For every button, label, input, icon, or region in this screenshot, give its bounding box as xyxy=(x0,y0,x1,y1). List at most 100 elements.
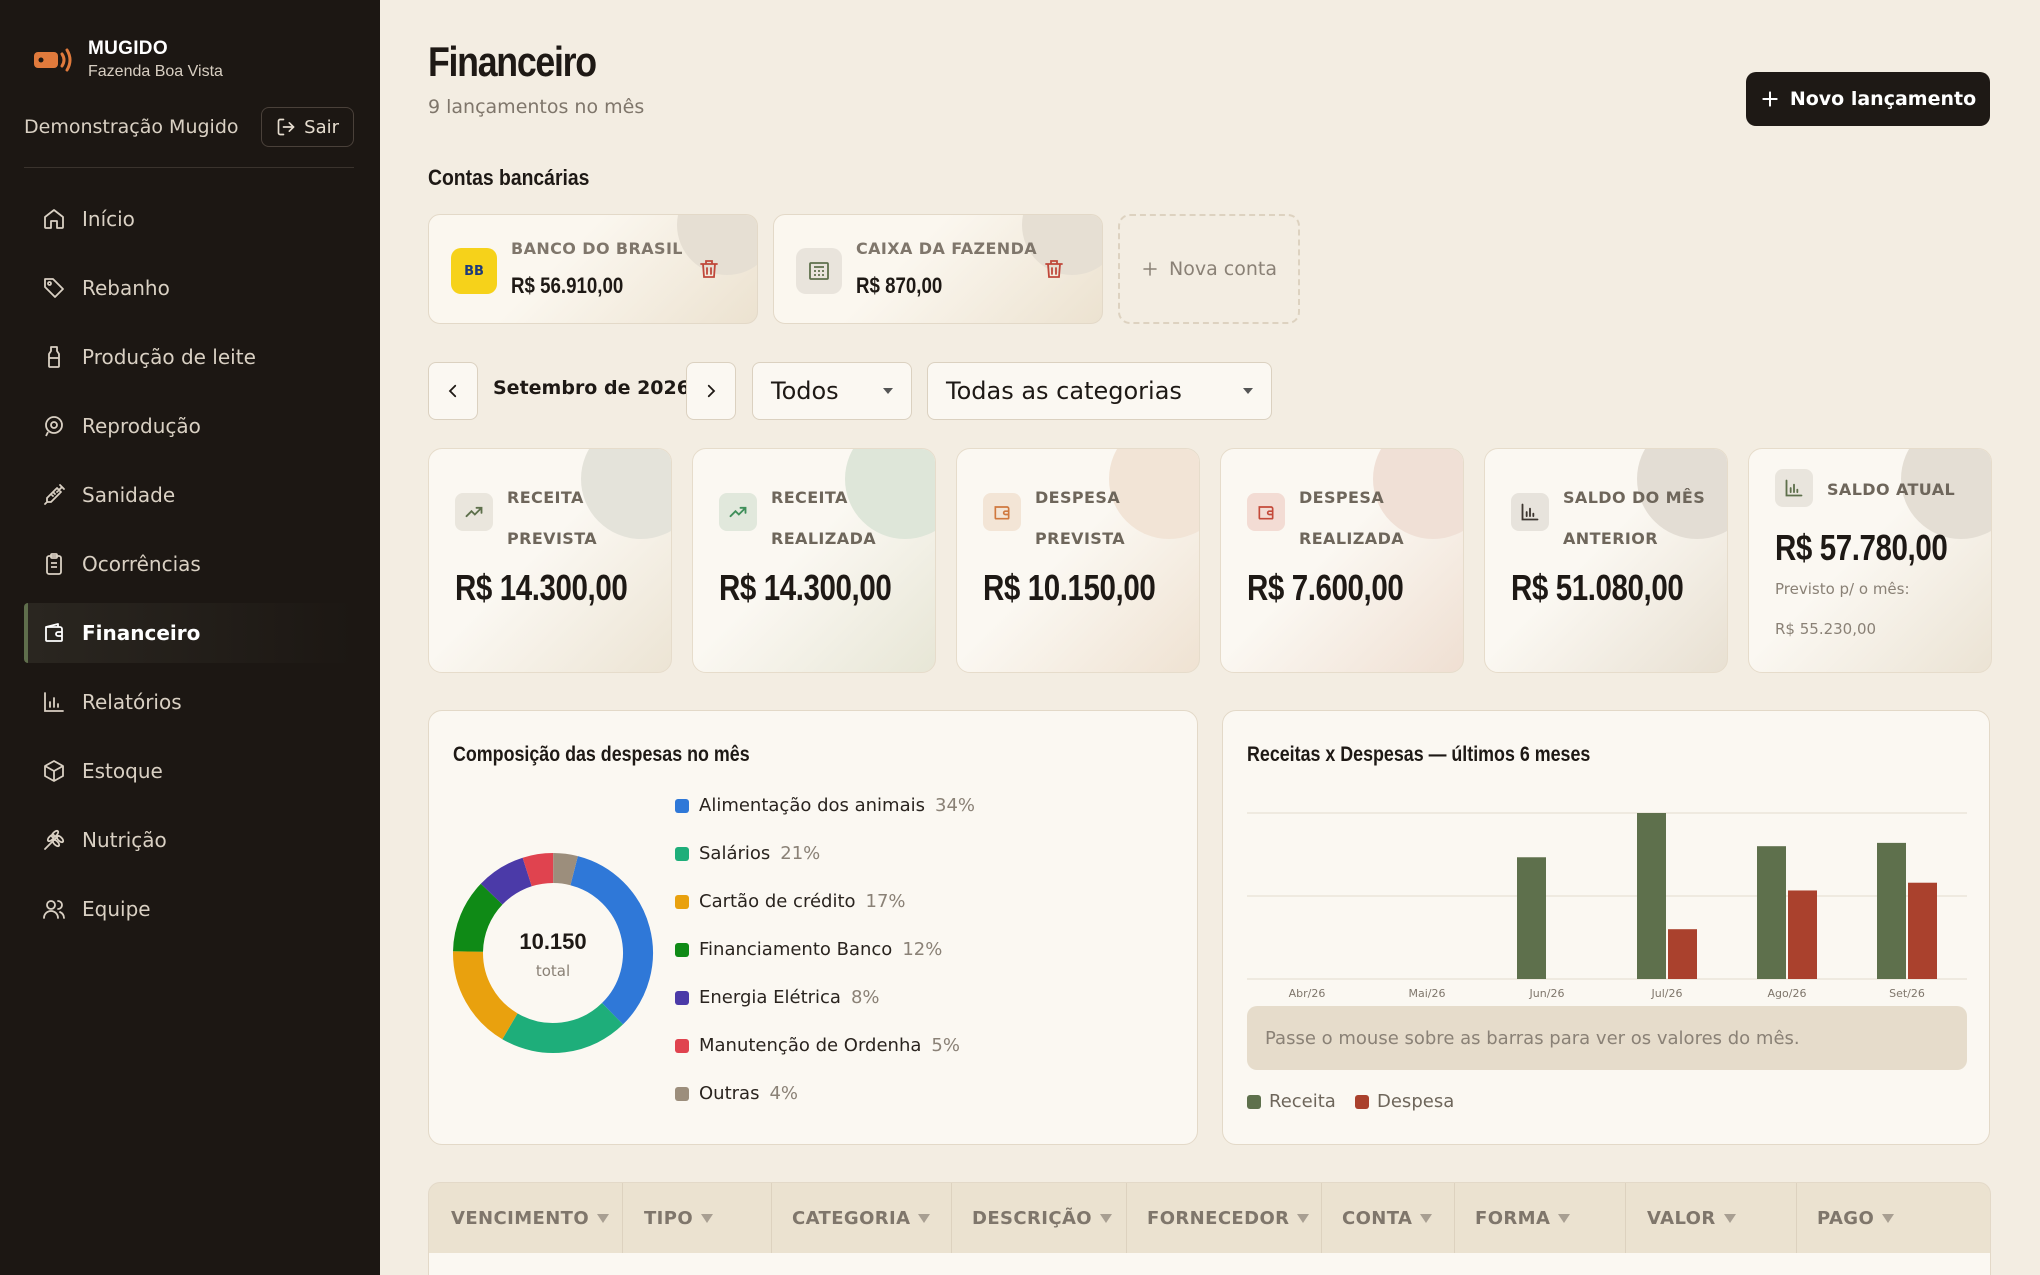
x-tick-label: Jul/26 xyxy=(1651,987,1683,1000)
nav-item-sanidade[interactable]: Sanidade xyxy=(24,465,354,525)
nav-item-equipe[interactable]: Equipe xyxy=(24,879,354,939)
brand[interactable]: MUGIDO Fazenda Boa Vista xyxy=(32,38,223,81)
new-entry-button[interactable]: Novo lançamento xyxy=(1746,72,1990,126)
sort-icon xyxy=(597,1214,610,1223)
wallet-icon xyxy=(45,623,63,642)
legend-swatch xyxy=(1355,1094,1369,1109)
legend-swatch xyxy=(675,990,689,1005)
nav-item-estoque[interactable]: Estoque xyxy=(24,741,354,801)
column-header-tipo[interactable]: TIPO xyxy=(644,1208,714,1229)
legend-item: Cartão de crédito 17% xyxy=(675,891,906,912)
kpi-value: R$ 51.080,00 xyxy=(1511,567,1684,608)
sort-icon xyxy=(1723,1214,1736,1223)
income-expense-bar-chart[interactable]: Abr/26 Mai/26 Jun/26 Jul/26 Ago/26 Set/26 xyxy=(1247,801,1967,1001)
cash-register-icon xyxy=(796,248,842,294)
page-title: Financeiro xyxy=(428,38,597,85)
panel-title: Receitas x Despesas — últimos 6 meses xyxy=(1247,743,1591,766)
next-month-button[interactable] xyxy=(686,362,736,420)
logout-icon xyxy=(277,118,295,136)
account-card-caixa-da-fazenda[interactable]: CAIXA DA FAZENDA R$ 870,00 xyxy=(773,214,1103,324)
column-label: DESCRIÇÃO xyxy=(972,1208,1093,1229)
nav-item-rebanho[interactable]: Rebanho xyxy=(24,258,354,318)
bar-despesa-ago-26[interactable] xyxy=(1788,890,1817,979)
mugido-logo-icon xyxy=(32,39,74,81)
sort-icon xyxy=(918,1214,931,1223)
column-label: FORMA xyxy=(1475,1208,1551,1229)
column-divider xyxy=(1126,1183,1127,1253)
nav-item-producao-de-leite[interactable]: Produção de leite xyxy=(24,327,354,387)
column-header-conta[interactable]: CONTA xyxy=(1342,1208,1433,1229)
bank-logo-icon: BB xyxy=(451,248,497,294)
nav-label: Relatórios xyxy=(82,690,182,714)
column-header-fornecedor[interactable]: FORNECEDOR xyxy=(1147,1208,1310,1229)
column-header-valor[interactable]: VALOR xyxy=(1647,1208,1736,1229)
bar-despesa-set-26[interactable] xyxy=(1908,882,1937,979)
kpi-label: SALDO ATUAL xyxy=(1827,480,1956,499)
donut-slice-5[interactable] xyxy=(480,857,533,905)
previous-month-button[interactable] xyxy=(428,362,478,420)
legend-item: Alimentação dos animais 34% xyxy=(675,795,975,816)
nav-item-nutricao[interactable]: Nutrição xyxy=(24,810,354,870)
new-account-button[interactable]: Nova conta xyxy=(1118,214,1300,324)
transactions-table-body xyxy=(428,1253,1991,1275)
bar-receita-jul-26[interactable] xyxy=(1637,813,1666,979)
account-card-banco-do-brasil[interactable]: BB BANCO DO BRASIL R$ 56.910,00 xyxy=(428,214,758,324)
legend-item: Salários 21% xyxy=(675,843,820,864)
donut-slice-6[interactable] xyxy=(522,853,554,887)
account-name: BANCO DO BRASIL xyxy=(511,239,683,258)
kpi-saldo-mes-anterior: SALDO DO MÊS ANTERIOR R$ 51.080,00 xyxy=(1484,448,1728,673)
sort-icon xyxy=(1558,1214,1571,1223)
column-header-pago[interactable]: PAGO xyxy=(1817,1208,1895,1229)
x-tick-label: Abr/26 xyxy=(1289,987,1326,1000)
main-nav: Início Rebanho Produção de leite Reprodu… xyxy=(24,189,354,948)
column-header-descricao[interactable]: DESCRIÇÃO xyxy=(972,1208,1113,1229)
logout-button[interactable]: Sair xyxy=(261,107,354,147)
farm-name: Fazenda Boa Vista xyxy=(88,63,223,80)
legend-percent: 4% xyxy=(769,1083,799,1104)
chevron-down-icon xyxy=(1243,388,1253,394)
column-header-forma[interactable]: FORMA xyxy=(1475,1208,1571,1229)
kpi-value: R$ 14.300,00 xyxy=(719,567,892,608)
trash-icon[interactable] xyxy=(697,257,721,281)
wallet-icon xyxy=(983,493,1021,531)
nav-item-ocorrencias[interactable]: Ocorrências xyxy=(24,534,354,594)
bar-despesa-jul-26[interactable] xyxy=(1668,929,1697,979)
wheat-icon xyxy=(44,829,65,850)
panel-title: Composição das despesas no mês xyxy=(453,743,750,766)
chevron-left-icon xyxy=(448,384,457,398)
nav-label: Financeiro xyxy=(82,621,201,645)
donut-slice-4[interactable] xyxy=(453,883,503,953)
type-select[interactable]: Todos xyxy=(752,362,912,420)
box-icon xyxy=(44,760,64,782)
bar-receita-ago-26[interactable] xyxy=(1757,846,1786,979)
nav-item-financeiro[interactable]: Financeiro xyxy=(24,603,354,663)
bar-receita-set-26[interactable] xyxy=(1877,842,1906,979)
legend-item: Outras 4% xyxy=(675,1083,798,1104)
nav-item-inicio[interactable]: Início xyxy=(24,189,354,249)
legend-percent: 34% xyxy=(935,795,976,816)
bar-chart-icon xyxy=(44,692,64,712)
column-divider xyxy=(622,1183,623,1253)
donut-slice-3[interactable] xyxy=(453,951,519,1040)
donut-slice-1[interactable] xyxy=(569,856,653,1025)
category-select[interactable]: Todas as categorias xyxy=(927,362,1272,420)
chevron-right-icon xyxy=(707,384,716,398)
trash-icon[interactable] xyxy=(1042,257,1066,281)
bar-receita-jun-26[interactable] xyxy=(1517,857,1546,979)
expense-donut-chart[interactable] xyxy=(451,851,655,1055)
legend-item: Energia Elétrica 8% xyxy=(675,987,880,1008)
kpi-value: R$ 14.300,00 xyxy=(455,567,628,608)
nav-item-relatorios[interactable]: Relatórios xyxy=(24,672,354,732)
hover-hint: Passe o mouse sobre as barras para ver o… xyxy=(1247,1006,1967,1070)
donut-slice-2[interactable] xyxy=(502,1002,623,1053)
legend-swatch xyxy=(675,942,689,957)
column-header-categoria[interactable]: CATEGORIA xyxy=(792,1208,931,1229)
donut-slice-7[interactable] xyxy=(552,853,578,886)
type-select-value: Todos xyxy=(771,377,839,405)
column-header-vencimento[interactable]: VENCIMENTO xyxy=(451,1208,610,1229)
legend-label: Manutenção de Ordenha xyxy=(699,1035,922,1056)
x-tick-label: Jun/26 xyxy=(1529,987,1565,1000)
sidebar: MUGIDO Fazenda Boa Vista Demonstração Mu… xyxy=(0,0,380,1275)
new-entry-label: Novo lançamento xyxy=(1789,88,1977,110)
nav-item-reproducao[interactable]: Reprodução xyxy=(24,396,354,456)
